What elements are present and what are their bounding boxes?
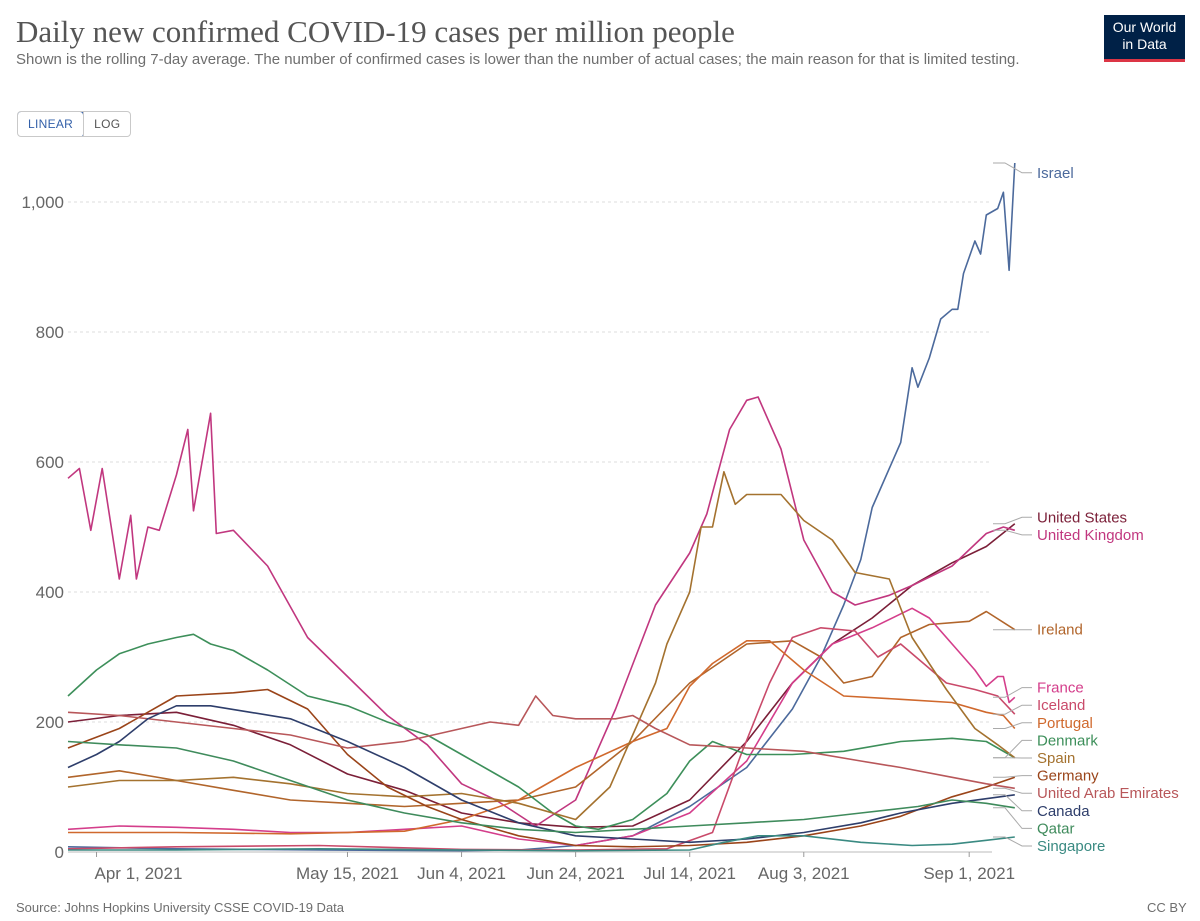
owid-logo[interactable]: Our World in Data <box>1104 15 1185 62</box>
label-connector-portugal <box>993 722 1032 729</box>
series-line-canada <box>67 705 1015 844</box>
series-line-portugal <box>68 640 1016 835</box>
series-label-france: France <box>1037 680 1084 697</box>
y-tick-label-200: 200 <box>36 713 64 732</box>
chart-subtitle: Shown is the rolling 7-day average. The … <box>16 51 1020 68</box>
series-label-portugal: Portugal <box>1037 715 1093 732</box>
label-connector-israel <box>993 162 1032 174</box>
x-tick-label-5: Aug 3, 2021 <box>758 864 850 883</box>
x-tick-label-3: Jun 24, 2021 <box>526 864 624 883</box>
license-link[interactable]: CC BY <box>1147 900 1187 915</box>
logo-line-1: Our World <box>1112 19 1177 35</box>
log-scale-button[interactable]: LOG <box>83 112 130 136</box>
series-label-spain: Spain <box>1037 750 1075 767</box>
chart-title: Daily new confirmed COVID-19 cases per m… <box>16 14 735 49</box>
series-label-germany: Germany <box>1037 768 1099 785</box>
source-note[interactable]: Source: Johns Hopkins University CSSE CO… <box>16 900 345 915</box>
label-connector-qatar <box>993 807 1032 829</box>
x-tick-label-4: Jul 14, 2021 <box>643 864 736 883</box>
x-tick-label-6: Sep 1, 2021 <box>923 864 1015 883</box>
logo-accent-bar <box>1104 59 1185 62</box>
y-tick-label-400: 400 <box>36 583 64 602</box>
label-connector-france <box>993 687 1032 698</box>
series-line-germany <box>67 688 1016 848</box>
y-tick-label-600: 600 <box>36 453 64 472</box>
series-line-spain <box>67 471 1016 821</box>
series-label-denmark: Denmark <box>1037 732 1098 749</box>
series-line-singapore <box>68 835 1015 852</box>
scale-toggle: LINEAR LOG <box>17 111 132 137</box>
y-tick-label-0: 0 <box>55 843 64 862</box>
x-tick-label-0: Apr 1, 2021 <box>95 864 183 883</box>
series-line-united-arab-emirates <box>67 695 1015 790</box>
series-label-united-states: United States <box>1037 509 1127 526</box>
series-label-canada: Canada <box>1037 803 1090 820</box>
series-line-denmark <box>67 633 1016 831</box>
series-label-united-kingdom: United Kingdom <box>1037 527 1144 544</box>
series-label-ireland: Ireland <box>1037 622 1083 639</box>
y-tick-label-1000: 1,000 <box>21 193 64 212</box>
logo-line-2: in Data <box>1122 36 1167 52</box>
series-line-iceland <box>67 627 1016 851</box>
label-connector-germany <box>993 775 1032 778</box>
series-line-israel <box>67 162 1016 852</box>
series-label-qatar: Qatar <box>1037 820 1075 837</box>
label-connector-united-arab-emirates <box>993 787 1032 794</box>
series-line-france <box>67 607 1016 847</box>
series-line-ireland <box>67 610 1016 808</box>
label-connector-united-states <box>993 516 1032 525</box>
x-tick-label-1: May 15, 2021 <box>296 864 399 883</box>
label-connector-united-kingdom <box>993 529 1032 536</box>
x-tick-label-2: Jun 4, 2021 <box>417 864 506 883</box>
series-label-united-arab-emirates: United Arab Emirates <box>1037 785 1179 802</box>
label-connector-iceland <box>993 704 1032 715</box>
y-tick-label-800: 800 <box>36 323 64 342</box>
label-connector-canada <box>993 794 1032 812</box>
series-label-israel: Israel <box>1037 165 1074 182</box>
series-label-singapore: Singapore <box>1037 838 1105 855</box>
series-line-qatar <box>67 740 1015 834</box>
series-line-united-kingdom <box>67 396 1016 827</box>
series-line-united-states <box>67 523 1016 829</box>
series-label-iceland: Iceland <box>1037 697 1085 714</box>
label-connector-singapore <box>993 836 1032 847</box>
